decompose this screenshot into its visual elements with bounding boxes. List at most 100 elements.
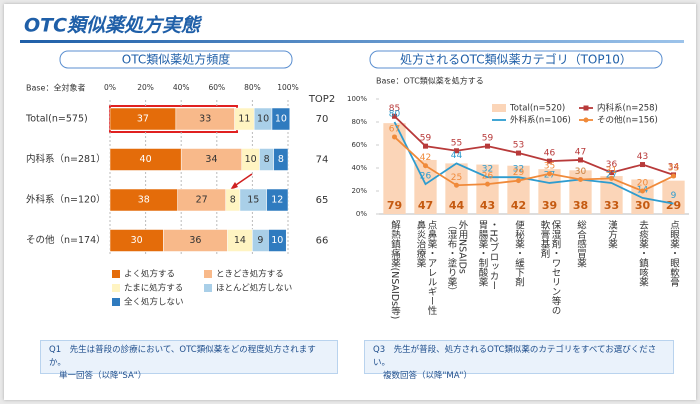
legend-label: よく処方する <box>124 269 175 280</box>
line-marker <box>392 134 397 140</box>
bar-value-label: 11 <box>238 114 250 125</box>
y-tick-label: 内科系（n=281） <box>26 153 106 165</box>
left-base: Base：全対象者 <box>26 83 85 93</box>
bar-value-label: 38 <box>573 199 588 212</box>
x-tick-label: 軟膏基剤 保湿剤・ワセリン等の <box>538 220 561 315</box>
top2-value: 65 <box>316 195 329 206</box>
line <box>393 121 674 205</box>
line-marker <box>578 177 583 182</box>
line-value-label: 55 <box>451 138 462 148</box>
bar-value-label: 33 <box>199 114 211 125</box>
x-tick-label: 鼻炎治療薬 点鼻薬・アレルギー性 <box>414 220 437 315</box>
y-tick-label: 80% <box>351 118 367 126</box>
legend-label: 内科系(n=258) <box>597 103 658 114</box>
note-question: Q1 先生は普段の診療において、OTC類似薬をどの程度処方されますか。 <box>49 345 316 368</box>
line-marker <box>454 182 459 188</box>
line-value-label: 43 <box>637 152 648 162</box>
line-value-label: 20 <box>637 179 649 189</box>
left-chart-title: OTC類似薬処方頻度 <box>122 52 230 67</box>
line-marker <box>640 162 645 168</box>
line-value-label: 36 <box>606 160 618 170</box>
line-value-label: 80 <box>389 110 401 120</box>
y-tick-label: 外科系（n=120） <box>26 194 106 206</box>
line-marker <box>578 157 583 163</box>
bar-value-label: 8 <box>264 154 270 165</box>
bar-value-label: 39 <box>542 199 557 212</box>
legend-label: その他(n=156) <box>597 115 658 126</box>
bar-value-label: 38 <box>138 195 150 206</box>
line-marker <box>485 181 490 187</box>
bar-value-label: 47 <box>418 199 433 212</box>
line-value-label: 27 <box>606 170 617 180</box>
x-tick-label: 便秘薬・緩下剤 <box>513 220 524 287</box>
line-value-label: 26 <box>482 172 494 182</box>
line-value-label: 44 <box>451 151 463 161</box>
bar-value-label: 10 <box>257 114 269 125</box>
line-marker <box>547 171 552 177</box>
line-value-label: 67 <box>389 124 400 134</box>
line-value-label: 33 <box>668 164 679 174</box>
bar-value-label: 36 <box>189 235 201 246</box>
legend-swatch <box>112 270 120 278</box>
line <box>393 136 674 192</box>
y-tick-label: 0% <box>356 210 367 218</box>
line-marker <box>485 143 490 149</box>
line-value-label: 59 <box>482 134 494 144</box>
bar <box>538 169 561 214</box>
bar-value-label: 40 <box>140 154 152 165</box>
line-value-label: 46 <box>544 149 556 159</box>
y-tick-label: 60% <box>351 141 367 149</box>
bar-value-label: 42 <box>511 199 526 212</box>
line-value-label: 32 <box>482 165 493 175</box>
line-value-label: 31 <box>606 166 617 176</box>
bar-value-label: 27 <box>196 195 208 206</box>
bar-value-label: 30 <box>635 199 651 212</box>
legend-label: Total(n=520) <box>509 104 565 114</box>
top2-value: 70 <box>316 114 329 125</box>
legend-marker <box>583 117 589 123</box>
legend-marker <box>583 105 589 111</box>
legend-swatch <box>204 284 212 292</box>
x-tick-label: 20% <box>137 83 154 92</box>
bar-value-label: 34 <box>205 154 217 165</box>
y-tick-label: 20% <box>351 187 367 195</box>
top2-value: 74 <box>316 155 329 166</box>
legend-label: 全く処方しない <box>124 297 184 308</box>
bar <box>569 170 592 214</box>
line-marker <box>423 143 428 149</box>
bar-value-label: 44 <box>449 199 465 212</box>
line-value-label: 29 <box>513 168 525 178</box>
line-marker <box>640 188 645 194</box>
note-answer-type: 単一回答（以降"SA"） <box>59 371 147 381</box>
line-marker <box>547 158 552 164</box>
bar-value-label: 79 <box>387 199 402 212</box>
bar-value-label: 8 <box>278 154 284 165</box>
x-tick-label: 0% <box>104 83 116 92</box>
bar-value-label: 37 <box>137 114 149 125</box>
x-tick-label: 80% <box>244 83 261 92</box>
line-marker <box>671 173 676 179</box>
right-base: Base：OTC類似薬を処方する <box>376 76 484 86</box>
right-chart-title: 処方されるOTC類似薬カテゴリ（TOP10） <box>400 52 632 67</box>
line-value-label: 59 <box>420 134 432 144</box>
line-marker <box>609 170 614 176</box>
x-tick-label: 去痰薬・鎮咳薬 <box>637 220 648 287</box>
line-value-label: 30 <box>575 167 587 177</box>
chart: OTC類似薬処方実態 OTC類似薬処方頻度 処方されるOTC類似薬カテゴリ（TO… <box>20 15 689 308</box>
bar-segment <box>268 229 287 252</box>
x-tick-label: 60% <box>208 83 225 92</box>
x-tick-label: 点眼薬・眼軟膏 <box>668 220 679 287</box>
line-value-label: 42 <box>420 153 431 163</box>
line-value-label: 30 <box>575 167 587 177</box>
line-value-label: 26 <box>420 172 432 182</box>
bar-value-label: 33 <box>604 199 619 212</box>
note-question: Q3 先生が普段、処方されるOTC類似薬のカテゴリをすべてお選びください。 <box>373 345 657 368</box>
bar-segment <box>271 107 291 131</box>
bar <box>383 123 406 214</box>
bar-value-label: 9 <box>257 235 263 246</box>
line-value-label: 32 <box>513 165 524 175</box>
arrow-head <box>230 182 238 190</box>
line-value-label: 53 <box>513 141 524 151</box>
left-title-box <box>59 50 293 69</box>
legend-swatch <box>112 284 120 292</box>
